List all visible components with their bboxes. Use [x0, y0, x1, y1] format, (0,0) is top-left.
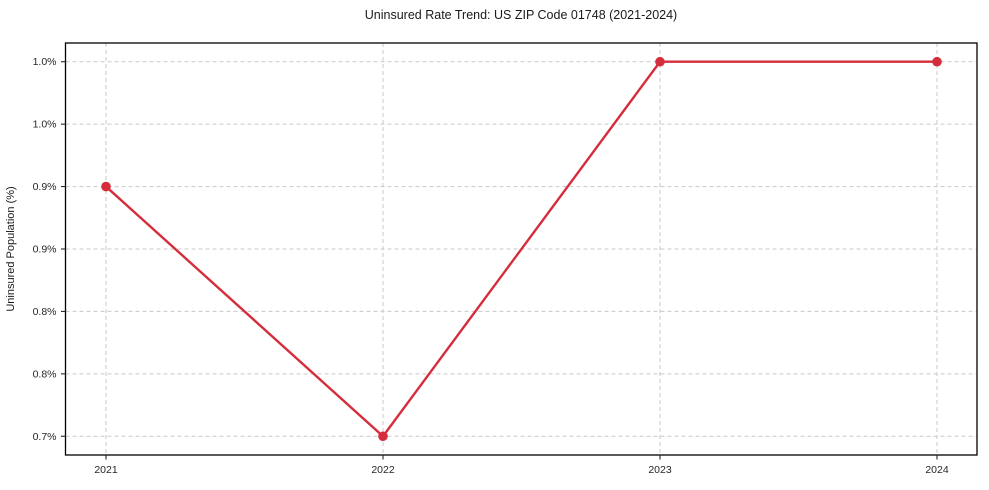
y-tick-label: 1.0%: [33, 119, 57, 131]
data-point: [101, 181, 111, 192]
y-tick-label: 1.0%: [33, 56, 57, 68]
plot-area: 1.0% 1.0% 0.9% 0.9% 0.8% 0.8% 0.7% 2021 2022 2023…: [33, 42, 978, 476]
x-tick-label: 2021: [94, 464, 118, 476]
data-point: [655, 56, 665, 67]
y-tick-label: 0.9%: [33, 244, 57, 256]
y-tick-label: 0.8%: [33, 306, 57, 318]
y-tick-label: 0.9%: [33, 181, 57, 193]
x-tick-label: 2024: [925, 464, 949, 476]
data-point: [932, 56, 942, 67]
chart-title: Uninsured Rate Trend: US ZIP Code 01748 …: [365, 8, 677, 22]
y-tick-label: 0.7%: [33, 431, 57, 443]
trend-line: [104, 60, 939, 438]
y-axis-label: Uninsured Population (%): [5, 186, 17, 311]
y-tick-label: 0.8%: [33, 368, 57, 380]
data-point: [378, 431, 388, 442]
x-tick-label: 2023: [648, 464, 672, 476]
x-tick-label: 2022: [371, 464, 395, 476]
